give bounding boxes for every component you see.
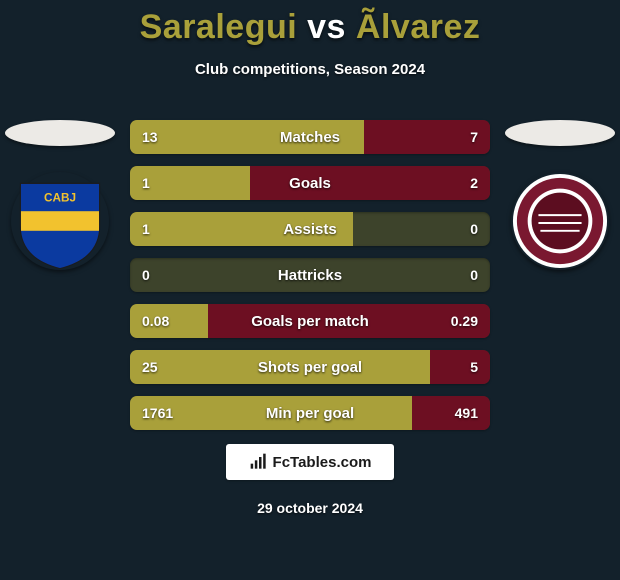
stat-row: 13 7 Matches: [130, 120, 490, 154]
stat-row: 0.08 0.29 Goals per match: [130, 304, 490, 338]
stat-label: Min per goal: [266, 405, 354, 422]
stat-row: 25 5 Shots per goal: [130, 350, 490, 384]
stat-value-left: 1: [130, 166, 162, 200]
stat-value-right: 491: [443, 396, 490, 430]
badge-ellipse: [5, 120, 115, 146]
subtitle: Club competitions, Season 2024: [0, 61, 620, 78]
stat-row: 1 2 Goals: [130, 166, 490, 200]
stat-row: 1761 491 Min per goal: [130, 396, 490, 430]
branding-text: FcTables.com: [273, 454, 372, 471]
stat-value-left: 25: [130, 350, 170, 384]
stat-label: Hattricks: [278, 267, 342, 284]
stat-row: 0 0 Hattricks: [130, 258, 490, 292]
crest-left-text: CABJ: [44, 191, 76, 204]
stat-label: Matches: [280, 129, 340, 146]
stat-value-right: 0: [458, 212, 490, 246]
stat-value-left: 0.08: [130, 304, 181, 338]
branding-badge[interactable]: FcTables.com: [226, 444, 394, 480]
boca-juniors-crest-icon: CABJ: [11, 172, 109, 270]
stat-row: 1 0 Assists: [130, 212, 490, 246]
vs-label: vs: [307, 8, 346, 46]
stat-value-right: 5: [458, 350, 490, 384]
stat-label: Shots per goal: [258, 359, 362, 376]
comparison-card: Saralegui vs Ãlvarez Club competitions, …: [0, 0, 620, 580]
stat-fill-right: [250, 166, 490, 200]
right-club-badge: [500, 120, 620, 270]
stat-value-right: 2: [458, 166, 490, 200]
lanus-crest-icon: [511, 172, 609, 270]
stat-value-left: 1: [130, 212, 162, 246]
stat-label: Goals per match: [251, 313, 369, 330]
stat-value-right: 0: [458, 258, 490, 292]
page-title: Saralegui vs Ãlvarez: [0, 0, 620, 47]
badge-ellipse: [505, 120, 615, 146]
stat-value-left: 13: [130, 120, 170, 154]
stats-bars: 13 7 Matches 1 2 Goals 1 0 Assists 0 0 Hattricks 0.0…: [130, 120, 490, 442]
bar-chart-icon: [249, 452, 269, 472]
stat-value-right: 0.29: [439, 304, 490, 338]
stat-value-right: 7: [458, 120, 490, 154]
stat-value-left: 1761: [130, 396, 185, 430]
footer-date: 29 october 2024: [0, 500, 620, 516]
stat-label: Goals: [289, 175, 331, 192]
player2-name: Ãlvarez: [356, 8, 480, 46]
stat-value-left: 0: [130, 258, 162, 292]
stat-label: Assists: [283, 221, 336, 238]
left-club-badge: CABJ: [0, 120, 120, 270]
player1-name: Saralegui: [140, 8, 298, 46]
